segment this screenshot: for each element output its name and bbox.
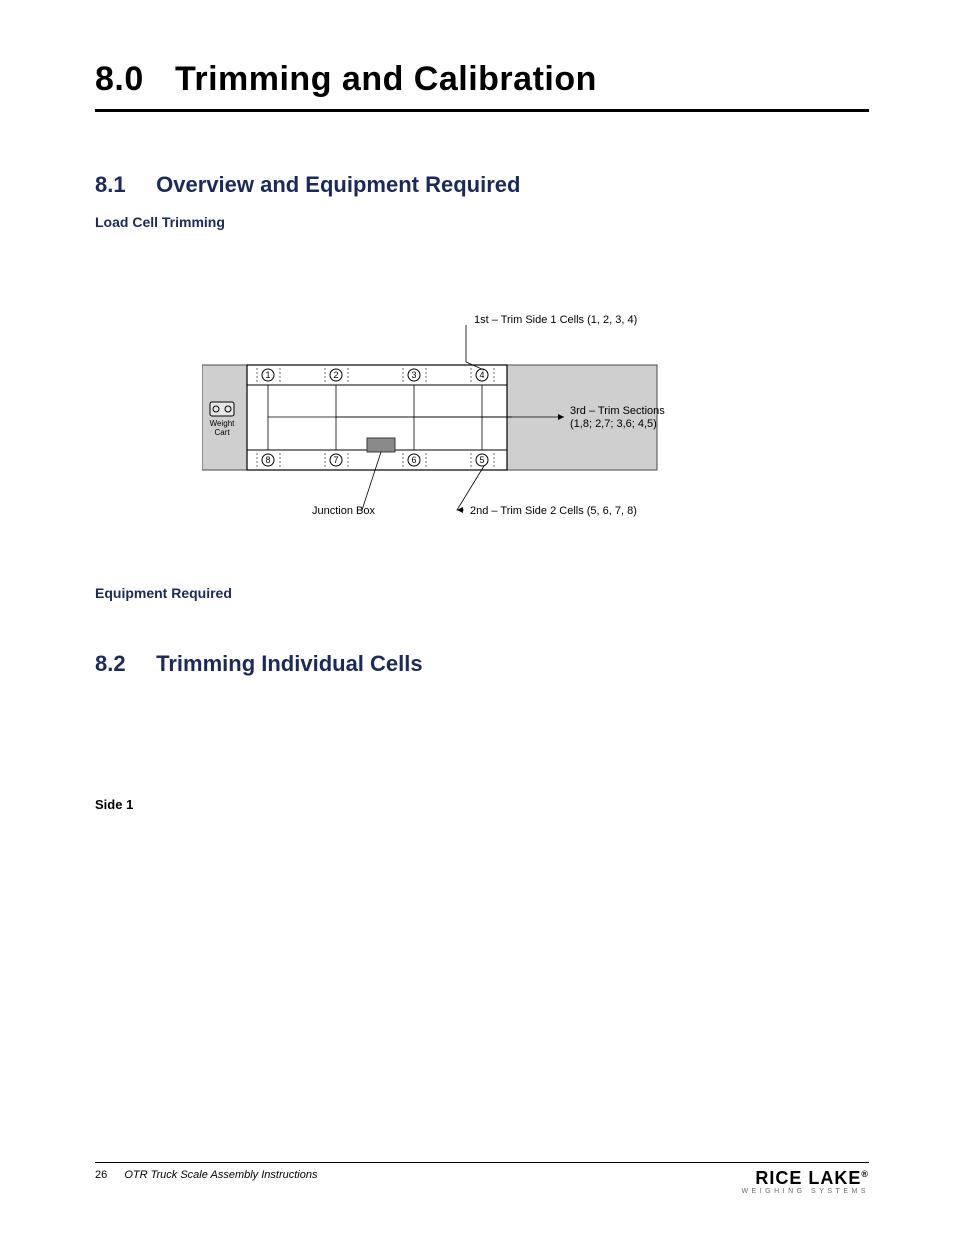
leader-bottom: [457, 466, 484, 510]
h2-8-2: 8.2 Trimming Individual Cells: [95, 651, 869, 677]
h1-number: 8.0: [95, 60, 165, 99]
h4-side-1: Side 1: [95, 797, 869, 812]
page-number: 26: [95, 1169, 107, 1181]
leader-top: [466, 325, 484, 370]
cell-7: 7: [333, 455, 338, 465]
weight-cart-label-2: Cart: [214, 428, 230, 437]
cell-2: 2: [333, 370, 338, 380]
h1-title: Trimming and Calibration: [175, 60, 597, 98]
page-footer: 26 OTR Truck Scale Assembly Instructions…: [0, 1162, 954, 1195]
cell-8: 8: [265, 455, 270, 465]
junction-box: [367, 438, 395, 452]
brand-logo: RICE LAKE® WEIGHING SYSTEMS: [741, 1169, 869, 1195]
cell-6: 6: [411, 455, 416, 465]
h3-equipment-required: Equipment Required: [95, 585, 869, 601]
h2-8-1: 8.1 Overview and Equipment Required: [95, 172, 869, 198]
section-heading: 8.0 Trimming and Calibration: [95, 60, 869, 112]
cell-5: 5: [479, 455, 484, 465]
footer-doc-title: OTR Truck Scale Assembly Instructions: [124, 1169, 317, 1181]
h2-title: Overview and Equipment Required: [156, 172, 520, 197]
cell-3: 3: [411, 370, 416, 380]
brand-subtitle: WEIGHING SYSTEMS: [741, 1188, 869, 1195]
section-8-2: 8.2 Trimming Individual Cells Side 1: [95, 651, 869, 812]
weight-cart-label-1: Weight: [210, 419, 236, 428]
diagram-container: 1 2 3 4 8 7 6 5 Weigh: [95, 310, 869, 555]
h2-title: Trimming Individual Cells: [156, 651, 423, 676]
h2-number: 8.1: [95, 172, 150, 198]
callout-top: 1st – Trim Side 1 Cells (1, 2, 3, 4): [474, 314, 637, 326]
brand-main: RICE LAKE®: [741, 1169, 869, 1187]
section-8-1: 8.1 Overview and Equipment Required Load…: [95, 172, 869, 601]
callout-right-l1: 3rd – Trim Sections: [570, 405, 665, 417]
brand-registered: ®: [861, 1169, 869, 1179]
cell-4: 4: [479, 370, 484, 380]
footer-left: 26 OTR Truck Scale Assembly Instructions: [95, 1169, 317, 1181]
heading-rule: [95, 109, 869, 112]
page: 8.0 Trimming and Calibration 8.1 Overvie…: [0, 0, 954, 1235]
cell-1: 1: [265, 370, 270, 380]
label-junction: Junction Box: [312, 505, 375, 517]
callout-bottom-right: 2nd – Trim Side 2 Cells (5, 6, 7, 8): [470, 505, 637, 517]
approach-left: [202, 365, 247, 470]
h3-load-cell-trimming: Load Cell Trimming: [95, 214, 869, 230]
h1: 8.0 Trimming and Calibration: [95, 60, 869, 99]
deck: [247, 365, 507, 470]
callout-right-l2: (1,8; 2,7; 3,6; 4,5): [570, 418, 657, 430]
h2-number: 8.2: [95, 651, 150, 677]
trimming-diagram: 1 2 3 4 8 7 6 5 Weigh: [202, 310, 762, 550]
footer-rule: [95, 1162, 869, 1163]
